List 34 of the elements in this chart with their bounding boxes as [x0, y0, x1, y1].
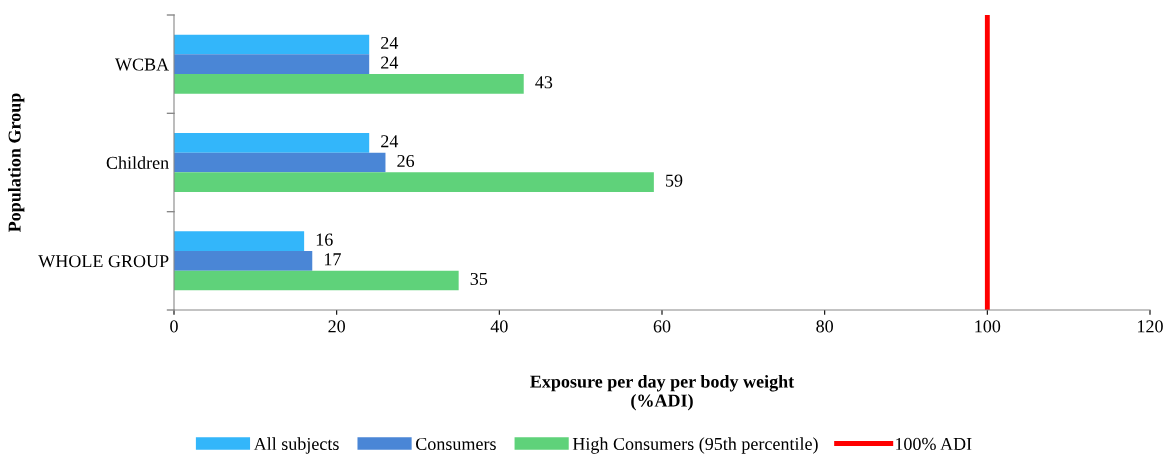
x-axis-title: Exposure per day per body weight (%ADI) — [530, 374, 795, 411]
bar — [174, 270, 459, 291]
data-label: 24 — [381, 56, 399, 69]
y-axis-title: Population Group — [7, 93, 25, 233]
x-tick-label: 20 — [328, 320, 346, 333]
x-tick-label: 0 — [170, 320, 178, 333]
bar — [174, 231, 305, 251]
y-tick-label: WHOLE GROUP — [38, 255, 169, 268]
data-label: 43 — [535, 76, 553, 89]
x-tick-label: 100 — [975, 320, 1001, 333]
data-label: 24 — [381, 36, 399, 49]
bar — [174, 34, 370, 55]
x-tick-label: 40 — [490, 320, 508, 333]
x-tick-label: 60 — [653, 320, 671, 333]
legend-label: 100% ADI — [895, 437, 972, 451]
y-tick-label: Children — [106, 156, 169, 169]
data-label: 17 — [324, 253, 341, 266]
legend-label: Consumers — [416, 437, 496, 451]
x-tick-label: 120 — [1138, 320, 1163, 333]
bar — [174, 172, 654, 192]
data-label: 26 — [397, 154, 415, 168]
x-tick-label: 80 — [816, 320, 834, 333]
bar — [174, 74, 524, 94]
bar — [174, 133, 370, 153]
legend-label: High Consumers (95th percentile) — [572, 437, 818, 454]
legend-label: All subjects — [253, 437, 339, 454]
y-tick-label: WCBA — [114, 58, 169, 71]
data-label: 16 — [316, 233, 333, 246]
data-label: 35 — [470, 272, 488, 286]
bar — [174, 152, 386, 173]
data-label: 59 — [666, 174, 683, 187]
bar — [174, 251, 313, 271]
bar — [174, 54, 370, 74]
data-label: 24 — [381, 135, 399, 148]
